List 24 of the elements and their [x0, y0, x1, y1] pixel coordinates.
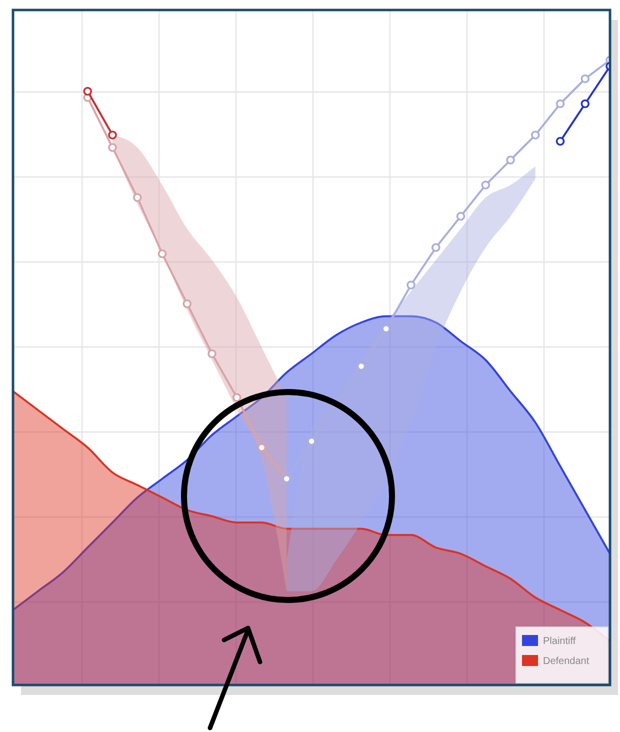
point	[108, 143, 117, 152]
point	[257, 443, 266, 452]
point	[481, 180, 490, 190]
point	[356, 362, 366, 371]
point	[132, 193, 142, 202]
point	[158, 249, 167, 258]
point	[232, 393, 242, 402]
point	[431, 243, 440, 252]
legend-label: Defendant	[543, 656, 590, 667]
legend-label: Plaintiff	[543, 636, 576, 647]
point	[556, 99, 565, 108]
point	[506, 156, 515, 164]
point	[83, 86, 92, 96]
point	[307, 436, 316, 446]
point	[382, 324, 391, 334]
point	[580, 99, 590, 108]
point	[182, 299, 192, 308]
point	[406, 280, 416, 290]
point	[530, 130, 540, 140]
point	[108, 130, 117, 140]
point	[556, 136, 565, 146]
point	[580, 74, 590, 84]
point	[456, 212, 466, 221]
point	[208, 349, 216, 358]
